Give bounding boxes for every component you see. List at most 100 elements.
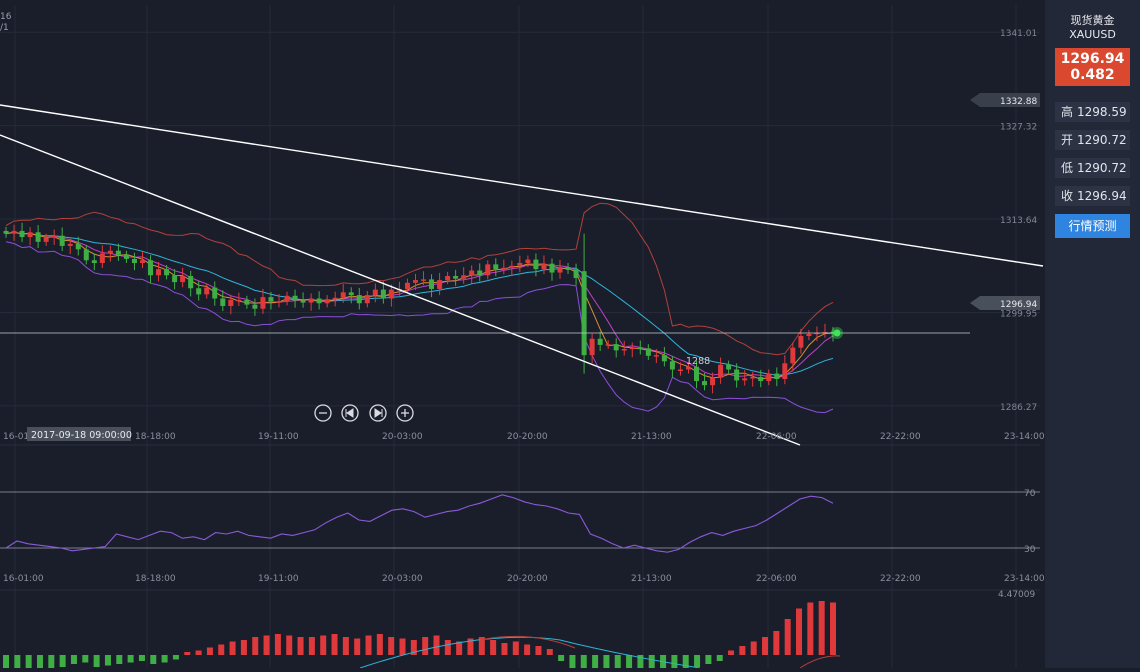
candle-body: [734, 369, 740, 381]
cursor-time-label: 2017-09-18 09:00:00: [27, 427, 132, 441]
macd-bar: [229, 641, 236, 655]
macd-bar: [399, 638, 406, 655]
candle-body: [51, 235, 57, 238]
rsi-x-tick-label: 19-11:00: [258, 574, 299, 584]
y-tick-label: 1299.95: [1000, 309, 1037, 319]
candle-body: [477, 270, 483, 276]
macd-panel: [3, 601, 841, 672]
forecast-button[interactable]: 行情预测: [1055, 214, 1130, 238]
current-price-tag: 1296.94: [970, 296, 1040, 310]
macd-bar: [592, 655, 599, 672]
candle-body: [324, 299, 330, 304]
x-tick-label: 22-22:00: [880, 432, 921, 442]
stat-open: 开 1290.72: [1055, 130, 1130, 150]
macd-bar: [807, 602, 814, 655]
zoom-out-button[interactable]: [314, 404, 332, 422]
candle-body: [332, 297, 338, 300]
macd-bar: [660, 655, 667, 672]
candle-body: [388, 289, 394, 299]
candle-body: [437, 280, 443, 289]
macd-bar: [104, 655, 111, 666]
macd-bar: [524, 644, 531, 655]
candle-body: [148, 260, 154, 276]
macd-bar: [648, 655, 655, 672]
candle-body: [268, 297, 274, 302]
candle-body: [107, 250, 113, 254]
chart-area[interactable]: 1341.01 1327.32 1313.64 1299.95 1286.27 16-01…: [0, 0, 1045, 672]
candle-body: [766, 373, 772, 382]
candle-body: [292, 295, 298, 301]
candle-body: [220, 298, 226, 306]
macd-bar: [456, 641, 463, 655]
macd-bar: [580, 655, 587, 672]
macd-bar: [410, 640, 417, 655]
topleft-line2: /1: [0, 23, 9, 33]
x-tick-label: 23-14:00: [1004, 432, 1045, 442]
low-marker: 1288: [686, 356, 710, 367]
candle-body: [589, 338, 595, 356]
stat-high: 高 1298.59: [1055, 102, 1130, 122]
rsi-x-tick-label: 22-06:00: [756, 574, 797, 584]
x-tick-label: 20-03:00: [382, 432, 423, 442]
candle-body: [67, 243, 73, 246]
macd-bar: [796, 608, 803, 655]
stat-low: 低 1290.72: [1055, 158, 1130, 178]
macd-bar: [82, 655, 89, 663]
chart-svg[interactable]: 1341.01 1327.32 1313.64 1299.95 1286.27 16-01…: [0, 0, 1045, 672]
y-tick-label: 1286.27: [1000, 403, 1037, 413]
macd-bar: [320, 635, 327, 655]
candle-body: [212, 287, 218, 299]
x-tick-label: 19-11:00: [258, 432, 299, 442]
zoom-in-button[interactable]: [396, 404, 414, 422]
candle-body: [597, 338, 603, 345]
scroll-right-button[interactable]: [369, 404, 387, 422]
macd-bar: [138, 655, 145, 661]
candle-body: [445, 275, 451, 281]
candle-body: [348, 292, 354, 296]
rsi-level-label: 30: [1024, 545, 1036, 555]
rsi-x-tick-label: 16-01:00: [3, 574, 44, 584]
macd-bar: [558, 655, 565, 661]
candle-body: [806, 333, 812, 337]
macd-bar: [240, 640, 247, 655]
macd-bar: [308, 637, 315, 655]
macd-bar: [206, 647, 213, 655]
macd-bar: [70, 655, 77, 664]
macd-bar: [388, 637, 395, 655]
y-tick-label: 1341.01: [1000, 29, 1037, 39]
candles: [3, 222, 836, 394]
macd-bar: [59, 655, 66, 667]
macd-bar: [773, 631, 780, 655]
candle-body: [43, 237, 49, 242]
macd-bar: [444, 640, 451, 655]
candle-body: [364, 295, 370, 304]
candle-body: [533, 259, 539, 270]
rsi-x-tick-label: 21-13:00: [631, 574, 672, 584]
bollinger-lower: [5, 241, 834, 414]
topleft-line1: 16: [0, 12, 12, 22]
y-tick-label: 1313.64: [1000, 216, 1037, 226]
macd-top-label: 4.47009: [998, 590, 1035, 600]
macd-bar: [478, 637, 485, 655]
candle-body: [758, 376, 764, 382]
candle-body: [685, 366, 691, 370]
macd-bar: [297, 637, 304, 655]
scroll-left-button[interactable]: [341, 404, 359, 422]
macd-bar: [93, 655, 100, 667]
macd-bar: [331, 634, 338, 655]
candle-body: [99, 253, 105, 263]
candle-body: [139, 260, 145, 263]
candle-body: [131, 258, 137, 263]
candle-body: [35, 232, 41, 242]
macd-bar: [286, 635, 293, 655]
macd-bar: [36, 655, 43, 672]
candle-body: [380, 289, 386, 299]
macd-bar: [512, 641, 519, 655]
rsi-x-tick-label: 20-20:00: [507, 574, 548, 584]
macd-bar: [637, 655, 644, 672]
ma-cyan-line: [5, 231, 834, 376]
macd-bar: [376, 634, 383, 655]
macd-bar: [501, 643, 508, 655]
x-tick-label: 21-13:00: [631, 432, 672, 442]
price-change: 0.482: [1070, 67, 1115, 83]
